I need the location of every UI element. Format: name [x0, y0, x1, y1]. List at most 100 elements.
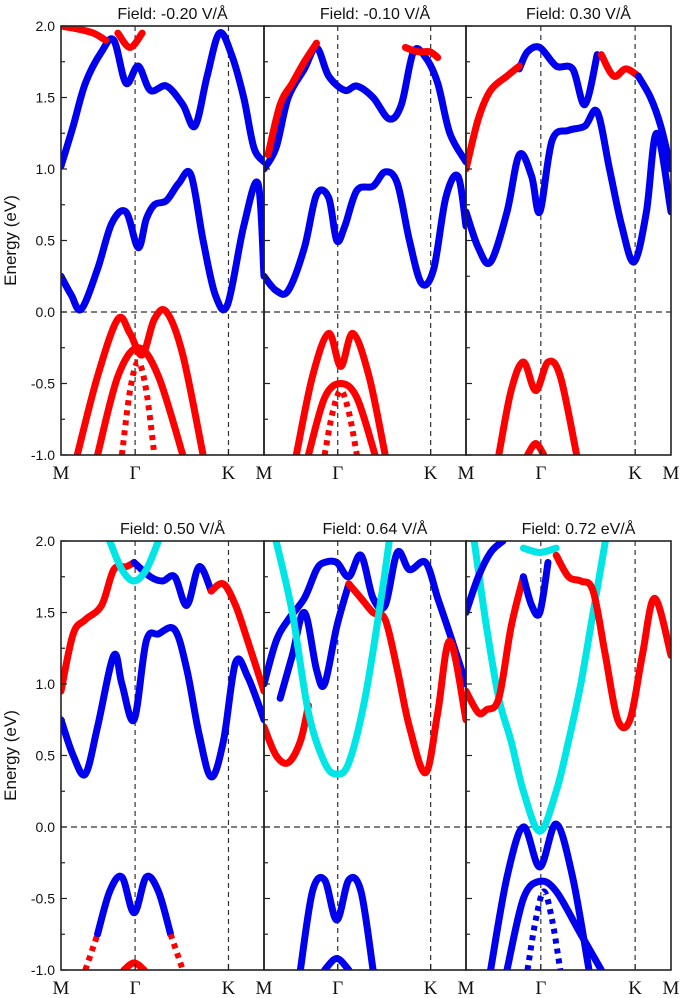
red-band-line — [118, 359, 158, 455]
y-axis-label: Energy (eV) — [1, 710, 20, 801]
band-panel-1: Field: -0.20 V/ÅM Γ K M2.01.51.00.50.0-0.5-… — [1, 4, 273, 484]
red-band-line — [466, 573, 527, 718]
k-point-label: Γ — [535, 978, 546, 998]
blue-band-line — [519, 558, 552, 619]
blue-band-line — [61, 29, 264, 170]
red-band-line — [264, 701, 312, 767]
cyan-band-line — [272, 541, 393, 778]
blue-band-line — [264, 547, 466, 688]
red-band-line — [597, 51, 642, 80]
y-tick-label: 1.5 — [36, 605, 56, 621]
k-point-label: Γ — [130, 978, 141, 998]
red-band-line — [61, 26, 110, 44]
bands — [466, 541, 671, 970]
y-tick-label: 0.5 — [36, 748, 56, 764]
y-tick-label: -1.0 — [31, 962, 55, 978]
red-band-line — [114, 29, 146, 51]
red-band-line — [61, 558, 138, 695]
k-point-label: M — [458, 978, 475, 998]
y-axis-label: Energy (eV) — [1, 195, 20, 286]
red-band-line — [466, 62, 523, 173]
blue-band-line — [634, 72, 671, 173]
k-point-label: M — [458, 463, 475, 484]
bands — [466, 43, 671, 455]
blue-band-line — [264, 168, 466, 298]
k-point-label: K — [424, 463, 438, 484]
k-point-label: M — [663, 978, 680, 998]
blue-band-line — [94, 872, 175, 938]
y-tick-label: 1.0 — [36, 676, 56, 692]
red-band-line — [524, 440, 548, 455]
blue-band-line — [466, 541, 507, 616]
y-tick-label: 2.0 — [36, 18, 56, 34]
y-tick-label: 0.0 — [36, 819, 56, 835]
bands — [61, 26, 264, 455]
red-band-line — [73, 306, 207, 455]
k-point-label: K — [628, 978, 642, 998]
cyan-band-line — [470, 541, 609, 835]
k-point-label: K — [424, 978, 438, 998]
k-point-label: Γ — [332, 463, 343, 484]
y-tick-label: 0.5 — [36, 233, 56, 249]
red-band-line — [207, 580, 264, 695]
y-tick-label: 1.5 — [36, 90, 56, 106]
red-band-line — [264, 39, 321, 159]
y-tick-label: -0.5 — [31, 891, 55, 907]
blue-band-line — [296, 873, 377, 970]
bands — [61, 541, 264, 970]
blue-band-line — [524, 888, 564, 970]
y-tick-label: -1.0 — [31, 447, 55, 463]
cyan-band-line — [106, 541, 162, 585]
red-band-line — [167, 933, 186, 970]
k-point-label: K — [222, 463, 236, 484]
red-band-line — [82, 933, 101, 970]
blue-band-line — [466, 106, 671, 267]
k-point-label: K — [628, 463, 642, 484]
panel-title: Field: 0.50 V/Å — [120, 519, 225, 538]
k-point-label: M — [256, 978, 273, 998]
red-band-line — [495, 357, 581, 455]
red-band-line — [321, 387, 360, 455]
red-band-line — [304, 380, 379, 455]
k-point-label: M — [53, 978, 70, 998]
k-point-label: Γ — [130, 463, 141, 484]
panel-title: Field: 0.64 V/Å — [323, 519, 428, 538]
panel-title: Field: 0.72 eV/Å — [522, 519, 636, 538]
k-point-label: K — [222, 978, 236, 998]
y-tick-label: 2.0 — [36, 533, 56, 549]
red-band-line — [345, 580, 466, 777]
red-band-line — [120, 959, 148, 970]
k-point-label: M — [663, 463, 680, 484]
cyan-band-line — [519, 544, 560, 556]
blue-band-line — [61, 167, 264, 314]
k-point-label: Γ — [535, 463, 546, 484]
y-tick-label: 0.0 — [36, 304, 56, 320]
panel-title: Field: -0.10 V/Å — [320, 4, 431, 23]
blue-band-line — [264, 43, 466, 173]
blue-band-line — [503, 877, 605, 970]
band-panel-3: Field: 0.30 V/Å Γ K M — [465, 4, 680, 484]
band-panel-4: Field: 0.50 V/ÅM Γ K M2.01.51.00.50.0-0.5-1… — [1, 519, 273, 998]
band-panel-2: Field: -0.10 V/Å Γ K M — [263, 4, 475, 484]
red-band-line — [94, 344, 187, 455]
panel-title: Field: 0.30 V/Å — [526, 4, 631, 23]
band-panel-6: Field: 0.72 eV/Å Γ K M — [465, 519, 680, 998]
band-panel-5: Field: 0.64 V/Å Γ K M — [263, 519, 475, 998]
bands — [264, 39, 466, 455]
y-tick-label: 1.0 — [36, 161, 56, 177]
blue-band-line — [487, 820, 593, 970]
y-tick-label: -0.5 — [31, 376, 55, 392]
red-band-line — [401, 43, 442, 61]
red-band-line — [552, 551, 671, 732]
blue-band-line — [321, 955, 353, 970]
blue-band-line — [515, 43, 601, 109]
blue-band-line — [130, 558, 215, 609]
bands — [264, 541, 466, 970]
blue-band-line — [276, 580, 353, 702]
blue-band-line — [61, 624, 264, 781]
panel-title: Field: -0.20 V/Å — [117, 4, 228, 23]
k-point-label: M — [53, 463, 70, 484]
k-point-label: Γ — [332, 978, 343, 998]
red-band-line — [292, 329, 389, 455]
